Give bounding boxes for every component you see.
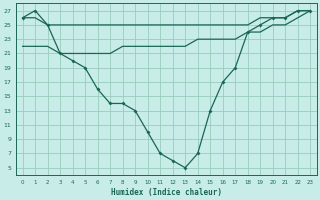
X-axis label: Humidex (Indice chaleur): Humidex (Indice chaleur) — [111, 188, 222, 197]
